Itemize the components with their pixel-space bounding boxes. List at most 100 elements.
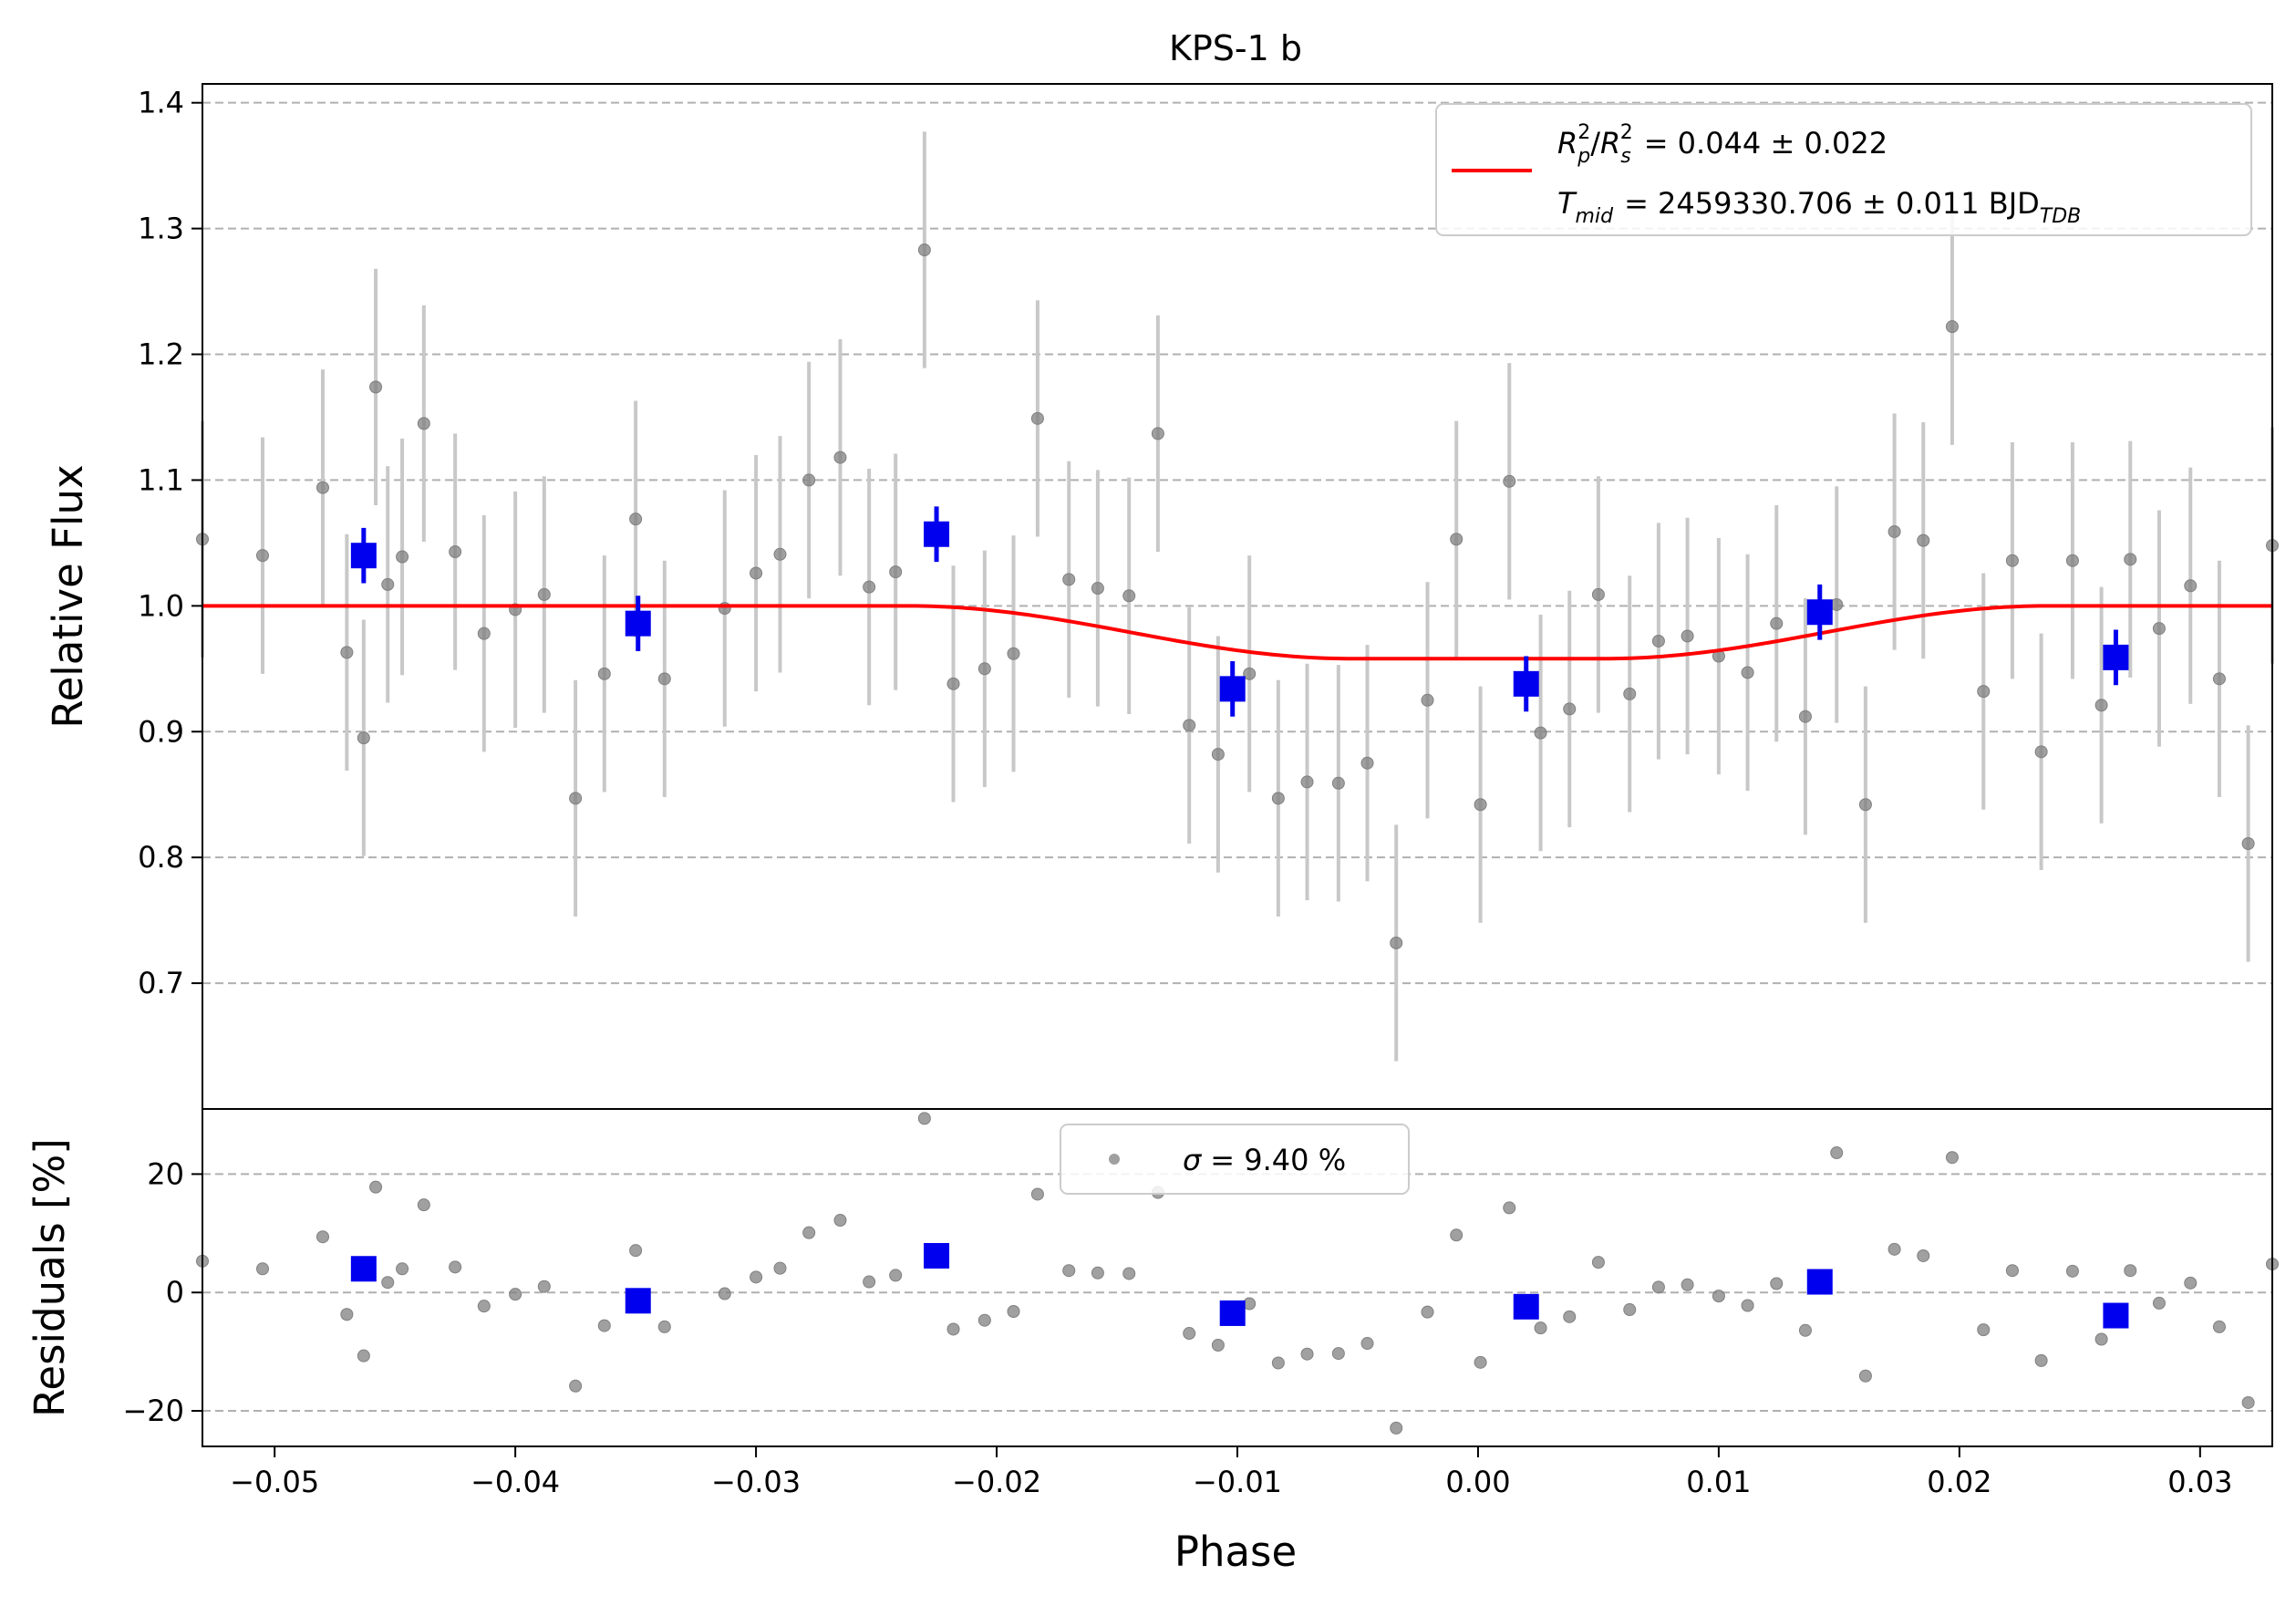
residual-raw-point [833, 1214, 847, 1228]
flux-raw-point [1450, 533, 1463, 546]
residual-binned-point [2103, 1302, 2129, 1329]
flux-raw-point [1030, 411, 1044, 425]
flux-raw-point [1503, 474, 1516, 488]
residual-raw-point [1122, 1267, 1136, 1280]
flux-raw-point [1271, 792, 1285, 805]
flux-raw-point [2152, 622, 2166, 636]
flux-y-tick-label: 0.9 [138, 714, 184, 749]
flux-raw-point [2065, 554, 2079, 567]
flux-raw-point [2094, 699, 2108, 712]
residual-raw-point [1591, 1256, 1605, 1269]
residual-raw-point [1390, 1421, 1403, 1435]
flux-raw-point [1360, 756, 1374, 770]
residual-raw-point [2005, 1264, 2019, 1278]
residual-raw-point [2124, 1264, 2137, 1278]
residual-raw-point [1917, 1249, 1930, 1262]
x-tick-label: 0.00 [1445, 1465, 1510, 1499]
flux-raw-point [1741, 666, 1754, 679]
legend-sigma-value: = 9.40 % [1210, 1143, 1346, 1177]
flux-raw-point [569, 792, 583, 805]
flux-raw-point [2005, 554, 2019, 567]
flux-raw-point [1563, 702, 1577, 716]
residual-raw-point [449, 1260, 462, 1274]
flux-binned-points [350, 506, 2129, 717]
residual-raw-point [537, 1280, 551, 1293]
flux-raw-point [1300, 775, 1314, 789]
flux-raw-point [1623, 687, 1637, 700]
residuals-y-tick-label: 20 [147, 1156, 184, 1191]
residual-raw-point [946, 1322, 960, 1336]
residuals-binned-points [350, 1242, 2129, 1329]
flux-y-tick-label: 1.4 [138, 86, 184, 120]
flux-y-tick-label: 1.0 [138, 588, 184, 623]
residual-raw-point [802, 1226, 816, 1239]
residual-raw-point [977, 1313, 991, 1327]
flux-raw-point [2124, 553, 2137, 566]
flux-raw-point [1474, 798, 1487, 812]
flux-y-tick-label: 1.3 [138, 212, 184, 246]
flux-raw-point [477, 627, 491, 640]
residual-raw-point [750, 1270, 763, 1284]
flux-raw-point [1977, 685, 1991, 699]
residual-raw-point [1062, 1264, 1076, 1278]
flux-raw-point [1770, 616, 1784, 630]
residual-raw-point [1360, 1337, 1374, 1351]
flux-raw-point [1091, 582, 1104, 596]
flux-raw-point [2212, 672, 2226, 686]
transit-model-curve [202, 604, 2272, 661]
flux-raw-point [381, 577, 395, 591]
flux-raw-point [1858, 798, 1872, 812]
flux-y-tick-label: 0.8 [138, 840, 184, 875]
flux-y-tick-label: 1.2 [138, 337, 184, 372]
flux-raw-point [1390, 936, 1403, 949]
residual-raw-point [1741, 1299, 1754, 1312]
residual-raw-point [315, 1230, 329, 1244]
x-tick-label: −0.01 [1193, 1465, 1282, 1499]
residual-raw-point [1030, 1187, 1044, 1201]
residual-raw-point [1563, 1310, 1577, 1323]
flux-raw-point [315, 481, 329, 494]
flux-raw-point [802, 473, 816, 487]
x-tick-label: −0.02 [952, 1465, 1041, 1499]
x-tick-label: 0.03 [2167, 1465, 2232, 1499]
flux-y-tick-label: 0.7 [138, 966, 184, 1000]
flux-raw-point [2184, 579, 2198, 593]
x-tick-label: −0.05 [230, 1465, 319, 1499]
flux-raw-point [1183, 719, 1196, 732]
flux-legend-box [1435, 103, 2252, 236]
flux-raw-point [773, 547, 787, 561]
flux-raw-point [1007, 647, 1020, 660]
residual-raw-point [1798, 1323, 1812, 1337]
x-tick-label: 0.02 [1927, 1465, 1991, 1499]
residual-raw-point [396, 1262, 409, 1276]
legend-sigma-label: σ = 9.40 % [1183, 1143, 1346, 1177]
flux-raw-point [357, 731, 370, 745]
residual-raw-point [2212, 1320, 2226, 1333]
flux-raw-point [1062, 573, 1076, 586]
flux-raw-point [1917, 534, 1930, 547]
flux-raw-point [863, 580, 876, 594]
flux-raw-point [1151, 427, 1164, 440]
flux-raw-point [1243, 667, 1257, 680]
flux-raw-point [1591, 587, 1605, 601]
x-axis-label: Phase [1174, 1528, 1297, 1576]
flux-raw-point [977, 662, 991, 676]
residual-raw-point [1858, 1369, 1872, 1383]
residual-raw-point [889, 1269, 903, 1282]
residual-raw-point [1830, 1146, 1844, 1160]
residual-raw-point [1271, 1356, 1285, 1370]
flux-raw-point [1945, 320, 1959, 334]
residual-raw-point [569, 1379, 583, 1393]
residual-raw-point [1945, 1151, 1959, 1165]
flux-raw-point [889, 565, 903, 579]
flux-raw-point [1798, 710, 1812, 723]
flux-raw-point [417, 417, 430, 430]
residual-binned-point [1219, 1300, 1246, 1326]
x-tick-label: 0.01 [1686, 1465, 1751, 1499]
flux-raw-point [2241, 837, 2255, 851]
residual-raw-point [1770, 1277, 1784, 1290]
residual-raw-point [1712, 1290, 1725, 1303]
residual-raw-point [629, 1244, 643, 1258]
flux-raw-point [537, 587, 551, 601]
flux-raw-point [1211, 748, 1225, 762]
